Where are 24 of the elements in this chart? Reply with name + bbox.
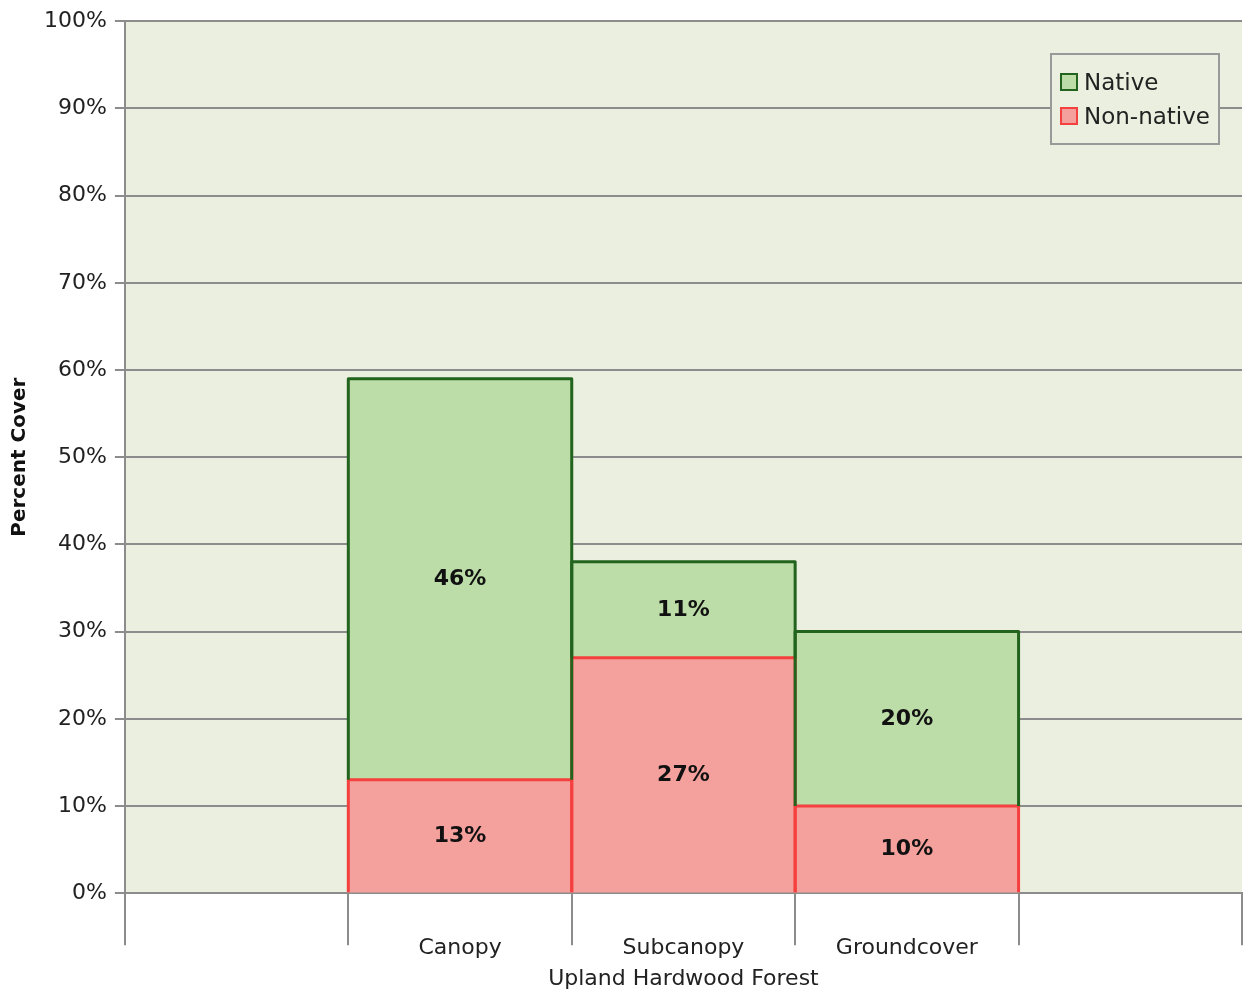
y-tick-label: 80% <box>57 181 107 207</box>
text: 20% <box>880 704 934 730</box>
y-tick-label: 0% <box>71 878 107 904</box>
legend-label: Non-native <box>1084 103 1210 130</box>
y-tick-label: 60% <box>57 355 107 381</box>
legend-label: Native <box>1084 69 1159 96</box>
text: 11% <box>657 595 710 621</box>
y-tick-label: 90% <box>57 94 107 120</box>
text: 13% <box>433 821 487 847</box>
y-tick-label: 50% <box>57 442 107 468</box>
x-tick-label: Canopy <box>418 934 502 960</box>
y-tick-label: 40% <box>57 530 107 556</box>
y-tick-label: 10% <box>57 791 107 817</box>
y-tick-label: 30% <box>57 617 107 643</box>
x-tick-label: Subcanopy <box>622 934 745 960</box>
text: 46% <box>433 565 487 590</box>
text: 27% <box>657 760 710 786</box>
y-tick-label: 70% <box>57 268 107 294</box>
x-axis-title: Upland Hardwood Forest <box>548 964 820 990</box>
text: 10% <box>880 834 934 860</box>
x-tick-label: Groundcover <box>835 934 979 960</box>
y-axis-title: Percent Cover <box>6 377 31 537</box>
y-tick-label: 100% <box>43 6 107 32</box>
y-tick-label: 20% <box>57 704 107 730</box>
